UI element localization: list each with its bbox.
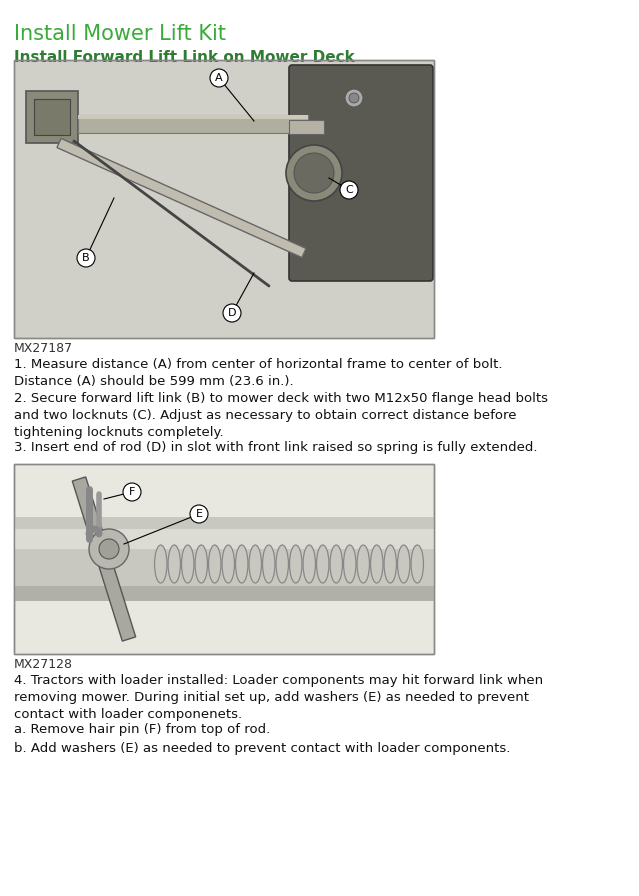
Bar xyxy=(34,99,70,135)
Circle shape xyxy=(294,153,334,193)
Ellipse shape xyxy=(249,545,261,583)
Text: Install Forward Lift Link on Mower Deck: Install Forward Lift Link on Mower Deck xyxy=(14,50,355,65)
Ellipse shape xyxy=(397,545,410,583)
Circle shape xyxy=(210,69,228,87)
Text: B: B xyxy=(82,253,90,263)
Circle shape xyxy=(286,145,342,201)
Text: D: D xyxy=(227,308,236,318)
Text: 1. Measure distance (A) from center of horizontal frame to center of bolt.
Dista: 1. Measure distance (A) from center of h… xyxy=(14,358,502,388)
Ellipse shape xyxy=(330,545,343,583)
Bar xyxy=(289,120,324,134)
Ellipse shape xyxy=(344,545,356,583)
Ellipse shape xyxy=(195,545,208,583)
Bar xyxy=(14,529,434,549)
Bar xyxy=(14,60,434,338)
Text: F: F xyxy=(129,487,135,497)
Bar xyxy=(26,91,78,143)
Circle shape xyxy=(349,93,359,103)
FancyBboxPatch shape xyxy=(289,65,433,281)
Bar xyxy=(78,115,308,119)
Text: E: E xyxy=(196,509,203,519)
Ellipse shape xyxy=(316,545,329,583)
Text: MX27128: MX27128 xyxy=(14,658,73,671)
Circle shape xyxy=(99,539,119,559)
Ellipse shape xyxy=(181,545,194,583)
Ellipse shape xyxy=(263,545,275,583)
Text: MX27187: MX27187 xyxy=(14,342,73,355)
Text: 2. Secure forward lift link (B) to mower deck with two M12x50 flange head bolts
: 2. Secure forward lift link (B) to mower… xyxy=(14,392,548,439)
Ellipse shape xyxy=(208,545,221,583)
Text: C: C xyxy=(345,185,353,195)
Circle shape xyxy=(77,249,95,267)
Circle shape xyxy=(190,505,208,523)
Ellipse shape xyxy=(236,545,248,583)
Text: 3. Insert end of rod (D) in slot with front link raised so spring is fully exten: 3. Insert end of rod (D) in slot with fr… xyxy=(14,441,537,453)
Bar xyxy=(14,517,434,601)
Bar xyxy=(14,464,434,654)
Text: a. Remove hair pin (F) from top of rod.: a. Remove hair pin (F) from top of rod. xyxy=(14,722,270,736)
Ellipse shape xyxy=(155,545,167,583)
Polygon shape xyxy=(57,139,306,257)
Text: Install Mower Lift Kit: Install Mower Lift Kit xyxy=(14,24,226,44)
Bar xyxy=(14,586,434,601)
Text: A: A xyxy=(215,73,223,83)
Ellipse shape xyxy=(168,545,180,583)
Circle shape xyxy=(89,529,129,569)
Circle shape xyxy=(223,304,241,322)
Circle shape xyxy=(340,181,358,199)
Text: b. Add washers (E) as needed to prevent contact with loader components.: b. Add washers (E) as needed to prevent … xyxy=(14,742,511,755)
Ellipse shape xyxy=(289,545,302,583)
Ellipse shape xyxy=(411,545,424,583)
Ellipse shape xyxy=(371,545,383,583)
Polygon shape xyxy=(72,477,135,641)
Ellipse shape xyxy=(222,545,235,583)
Ellipse shape xyxy=(276,545,288,583)
Ellipse shape xyxy=(303,545,316,583)
Ellipse shape xyxy=(384,545,396,583)
Circle shape xyxy=(123,483,141,501)
Ellipse shape xyxy=(357,545,369,583)
Text: 4. Tractors with loader installed: Loader components may hit forward link when
r: 4. Tractors with loader installed: Loade… xyxy=(14,674,543,721)
Bar xyxy=(78,115,308,133)
Bar xyxy=(154,560,424,568)
Circle shape xyxy=(345,89,363,107)
Bar xyxy=(14,60,434,338)
Bar xyxy=(14,464,434,654)
